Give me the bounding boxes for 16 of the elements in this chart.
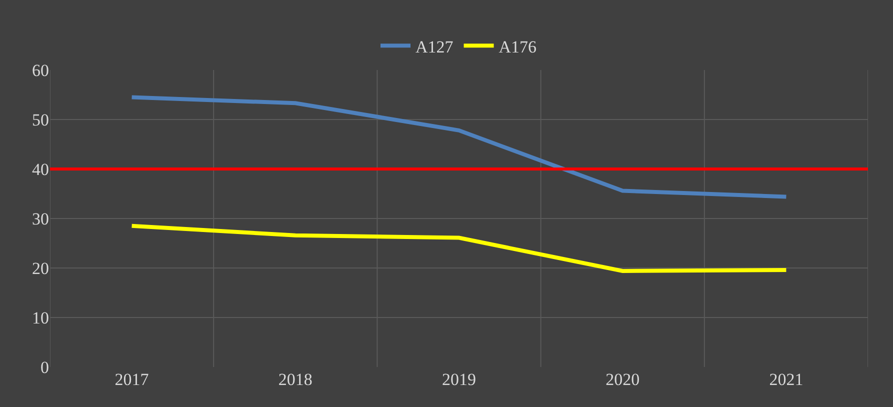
x-tick-label: 2017: [114, 370, 150, 389]
y-tick-label: 40: [32, 160, 49, 179]
line-series: [130, 224, 788, 273]
y-tick-label: 0: [40, 358, 49, 377]
x-tick-label: 2018: [278, 370, 312, 389]
legend-label: A127: [416, 37, 454, 56]
y-tick-label: 10: [32, 308, 49, 328]
x-tick-label: 2021: [769, 370, 804, 389]
y-tick-label: 30: [32, 209, 49, 228]
line-series: [130, 95, 788, 199]
y-tick-label: 20: [32, 258, 49, 278]
y-tick-label: 50: [32, 110, 49, 130]
x-tick-label: 2019: [442, 370, 476, 389]
legend-label: A176: [498, 37, 537, 56]
x-tick-label: 2020: [606, 370, 640, 389]
y-tick-label: 60: [32, 60, 49, 80]
